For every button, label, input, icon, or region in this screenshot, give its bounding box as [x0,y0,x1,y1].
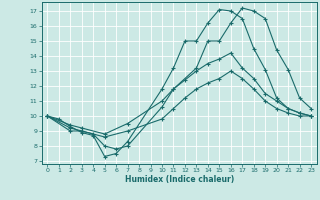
X-axis label: Humidex (Indice chaleur): Humidex (Indice chaleur) [124,175,234,184]
